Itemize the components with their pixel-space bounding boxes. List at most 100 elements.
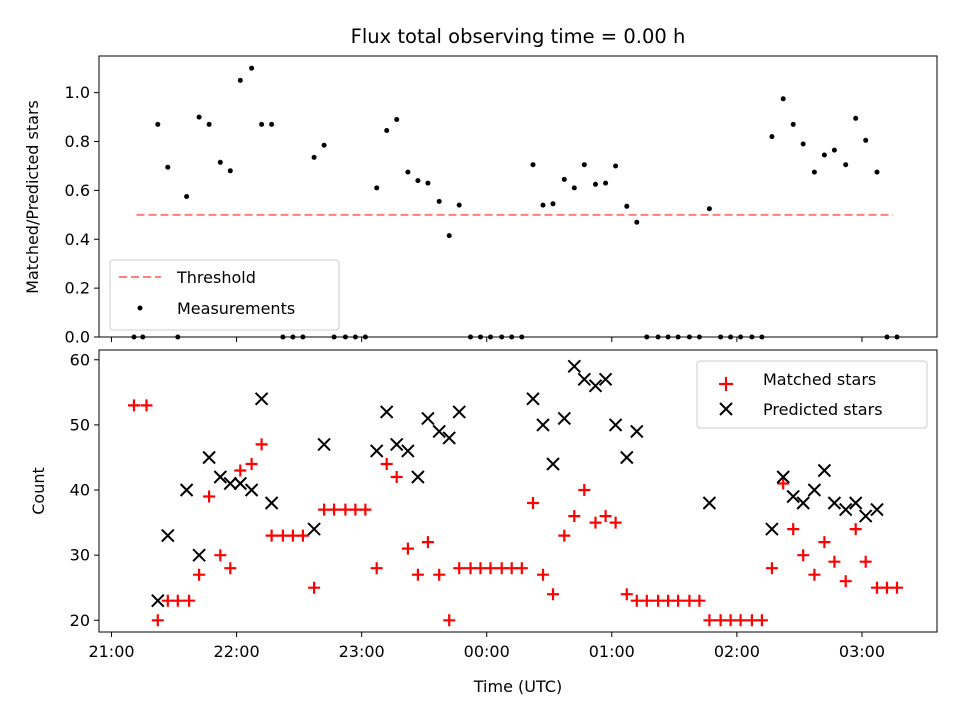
top-axis-ticks: 0.0 0.2 0.4 0.6 0.8 1.0 [65, 83, 863, 347]
measurement-point [530, 162, 536, 168]
matched-star-point [401, 542, 414, 555]
predicted-star-point [796, 496, 810, 510]
legend-measurements-swatch [137, 305, 143, 311]
matched-star-point [849, 523, 862, 536]
bottom-points [128, 359, 903, 627]
matched-star-point [547, 588, 559, 601]
predicted-star-point [630, 424, 644, 439]
measurement-point [843, 162, 849, 168]
matched-star-point [183, 594, 196, 607]
measurement-point [436, 198, 442, 204]
matched-star-point [433, 568, 446, 581]
measurement-point [613, 163, 619, 169]
matched-star-point [296, 529, 309, 542]
matched-star-point [777, 477, 790, 490]
x-tick-label: 01:00 [589, 642, 635, 661]
measurement-point [821, 152, 827, 158]
top-axes-frame [98, 55, 938, 338]
matched-star-point [203, 490, 216, 503]
measurement-point [853, 115, 859, 121]
measurement-point [374, 185, 380, 191]
bottom-y-tick-label: 50 [70, 415, 90, 434]
measurement-point [237, 77, 243, 83]
matched-star-point [390, 471, 403, 483]
legend-predicted-label: Predicted stars [763, 400, 883, 419]
predicted-star-point [202, 450, 216, 465]
matched-star-point [151, 614, 164, 627]
matched-star-point [411, 568, 424, 581]
matched-star-point [558, 529, 571, 542]
predicted-star-point [786, 489, 800, 504]
x-tick-label: 21:00 [88, 642, 134, 661]
predicted-star-point [369, 444, 384, 458]
top-y-tick-label: 0.0 [65, 328, 90, 347]
matched-star-point [787, 523, 800, 536]
matched-star-point [640, 594, 653, 607]
measurement-point [196, 114, 202, 120]
matched-star-point [443, 614, 456, 627]
measurement-point [165, 164, 171, 170]
predicted-star-point [151, 593, 165, 608]
matched-star-point [537, 568, 549, 581]
predicted-star-point [317, 437, 331, 452]
measurement-point [863, 137, 869, 143]
predicted-star-point [389, 437, 404, 452]
measurement-point [405, 169, 411, 175]
predicted-star-point [379, 405, 394, 419]
predicted-star-point [161, 528, 175, 543]
measurement-point [184, 194, 190, 199]
matched-star-point [265, 529, 278, 542]
matched-star-point [797, 549, 810, 562]
measurement-point [624, 203, 630, 209]
predicted-star-point [765, 522, 779, 536]
predicted-star-point [848, 496, 863, 510]
top-y-tick-label: 0.2 [65, 279, 90, 298]
matched-star-point [515, 562, 528, 575]
predicted-star-point [421, 411, 435, 426]
measurement-point [217, 159, 223, 165]
chart-title: Flux total observing time = 0.00 h [351, 25, 686, 48]
x-tick-label: 22:00 [214, 642, 260, 661]
matched-star-point [818, 536, 831, 549]
measurement-point [206, 121, 212, 127]
matched-star-point [734, 614, 747, 627]
matched-star-point [568, 510, 581, 523]
measurement-point [321, 142, 327, 148]
x-tick-label: 02:00 [714, 642, 760, 661]
predicted-star-point [608, 418, 623, 432]
matched-star-point [765, 562, 778, 575]
legend-measurements-label: Measurements [177, 299, 295, 318]
matched-star-point [234, 464, 247, 477]
predicted-star-point [254, 392, 269, 406]
predicted-star-point [598, 372, 613, 387]
top-legend-frame [109, 259, 340, 331]
predicted-star-point [411, 470, 425, 484]
matched-star-point [380, 458, 393, 470]
matched-star-point [599, 510, 612, 523]
matched-star-point [839, 575, 852, 588]
legend-predicted-swatch [719, 402, 733, 416]
predicted-star-point [567, 359, 582, 374]
measurement-point [259, 121, 265, 127]
predicted-star-point [577, 372, 592, 387]
measurement-point [540, 202, 546, 208]
predicted-star-point [223, 476, 238, 491]
matched-star-point [620, 588, 633, 601]
predicted-star-point [264, 496, 279, 510]
matched-star-point [505, 562, 518, 575]
predicted-star-point [557, 411, 572, 426]
bottom-y-tick-label: 40 [70, 481, 90, 500]
predicted-star-point [536, 418, 550, 432]
matched-star-point [891, 581, 903, 594]
matched-star-point [214, 549, 227, 562]
predicted-star-point [776, 470, 790, 484]
matched-star-point [359, 503, 372, 516]
matched-star-point [828, 555, 841, 568]
measurement-point [415, 178, 421, 184]
matched-star-point [527, 497, 539, 509]
measurement-point [874, 169, 880, 175]
matched-star-point [308, 581, 321, 594]
x-tick-label: 03:00 [839, 642, 885, 661]
top-y-tick-label: 1.0 [65, 83, 90, 102]
x-tick-label: 00:00 [464, 642, 510, 661]
